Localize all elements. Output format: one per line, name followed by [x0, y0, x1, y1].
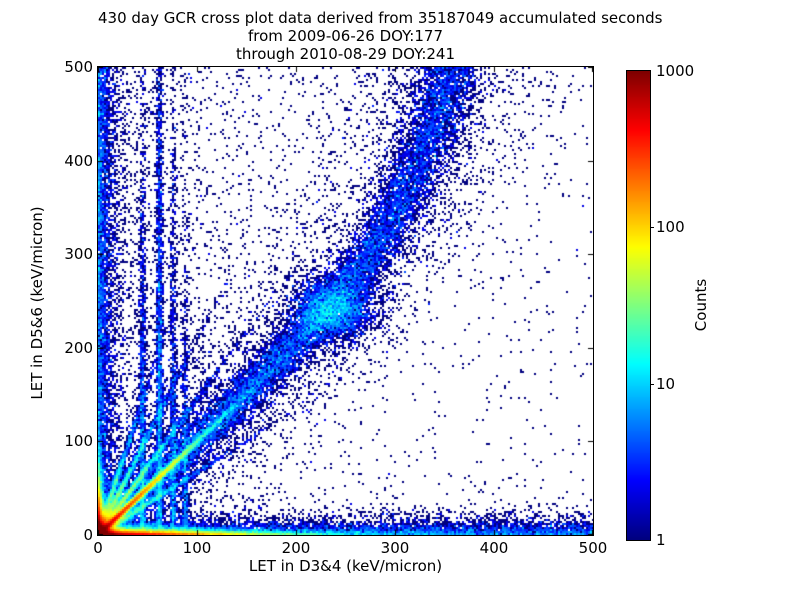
y-tick-label: 100 [64, 432, 93, 450]
y-tick-label: 400 [64, 152, 93, 170]
colorbar-tick-label: 100 [656, 218, 685, 236]
x-tick-label: 100 [182, 539, 212, 557]
x-tick-label: 200 [281, 539, 311, 557]
chart-subtitle-through: through 2010-08-29 DOY:241 [235, 45, 456, 63]
colorbar-tick-label: 10 [656, 375, 676, 393]
y-axis-label: LET in D5&6 (keV/micron) [28, 206, 46, 400]
colorbar-label: Counts [692, 278, 710, 332]
colorbar-tick-label: 1 [656, 531, 666, 549]
y-tick-label: 500 [64, 58, 93, 76]
x-tick-label: 300 [380, 539, 410, 557]
chart-title: 430 day GCR cross plot data derived from… [98, 9, 663, 27]
x-tick-label: 0 [93, 539, 103, 557]
scatter-heatmap-canvas [98, 67, 593, 535]
x-axis-label: LET in D3&4 (keV/micron) [248, 557, 443, 575]
colorbar-canvas [627, 71, 650, 540]
x-tick-label: 400 [479, 539, 509, 557]
colorbar-tick [650, 227, 654, 228]
chart-subtitle-from: from 2009-06-26 DOY:177 [247, 27, 443, 45]
y-tick-label: 300 [64, 245, 93, 263]
y-tick-label: 0 [83, 526, 93, 544]
x-tick-label: 500 [578, 539, 608, 557]
colorbar-tick [650, 384, 654, 385]
y-tick-label: 200 [64, 339, 93, 357]
colorbar-tick-label: 1000 [656, 62, 695, 80]
